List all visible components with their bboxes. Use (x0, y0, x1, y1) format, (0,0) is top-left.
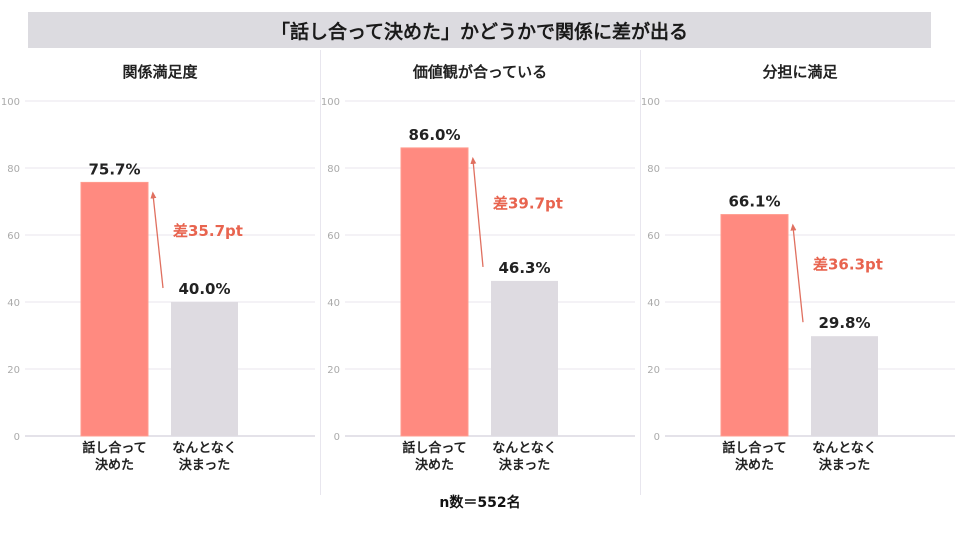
bar-undecided (491, 280, 558, 436)
chart-title: 価値観が合っている (412, 63, 547, 81)
y-tick-label: 80 (647, 164, 660, 175)
y-tick-label: 60 (327, 231, 340, 242)
y-tick-label: 100 (641, 97, 660, 108)
bar-decided (720, 214, 789, 437)
x-tick-label: なんとなく (492, 441, 557, 456)
bar-undecided (811, 336, 878, 436)
x-tick-label: 決めた (95, 457, 134, 473)
chart-panel-2: 価値観が合っている 0 20 40 60 80 100 86.0% 話し合って決めた 46.3% な… (321, 63, 635, 473)
panel-divider-2 (640, 50, 641, 495)
difference-arrow (150, 191, 164, 289)
panel-divider-1 (320, 50, 321, 495)
chart-panel-1: 関係満足度 0 20 40 60 80 100 75.7% 話し合って決めた 40.0% なんとなく… (1, 63, 315, 473)
y-tick-label: 60 (647, 231, 660, 242)
chart-title: 分担に満足 (762, 63, 838, 81)
y-tick-label: 20 (327, 365, 340, 376)
difference-label: 差35.7pt (173, 222, 243, 240)
x-tick-label: 決まった (499, 457, 550, 473)
x-tick-label: 決めた (735, 457, 774, 473)
y-tick-label: 40 (647, 298, 660, 309)
bar-undecided (171, 302, 238, 436)
y-tick-label: 0 (14, 432, 20, 443)
x-tick-label: 決まった (819, 457, 870, 473)
y-tick-label: 20 (7, 365, 20, 376)
sample-size-note: n数＝552名 (439, 495, 521, 511)
data-label: 66.1% (728, 193, 780, 211)
y-tick-label: 80 (7, 164, 20, 175)
data-label: 86.0% (408, 126, 460, 144)
y-tick-label: 100 (321, 97, 340, 108)
bar-decided (400, 147, 469, 437)
bar-decided (80, 181, 149, 437)
y-tick-label: 60 (7, 231, 20, 242)
data-label: 29.8% (818, 314, 870, 332)
data-label: 46.3% (498, 259, 550, 277)
y-tick-label: 100 (1, 97, 20, 108)
y-tick-label: 40 (327, 298, 340, 309)
data-label: 40.0% (178, 280, 230, 298)
chart-title: 関係満足度 (122, 63, 198, 81)
y-tick-label: 0 (654, 432, 660, 443)
y-tick-label: 0 (334, 432, 340, 443)
data-label: 75.7% (88, 160, 140, 178)
difference-arrow (790, 223, 804, 323)
x-tick-label: 話し合って (402, 440, 466, 456)
difference-label: 差39.7pt (493, 194, 563, 212)
difference-arrow (470, 156, 484, 267)
difference-label: 差36.3pt (813, 255, 883, 273)
x-tick-label: 話し合って (722, 440, 786, 456)
x-tick-label: なんとなく (812, 441, 877, 456)
page-title: 「話し合って決めた」かどうかで関係に差が出る (28, 12, 931, 48)
chart-panel-3: 分担に満足 0 20 40 60 80 100 66.1% 話し合って決めた 29.8% なんとなく… (641, 63, 955, 473)
y-tick-label: 80 (327, 164, 340, 175)
x-tick-label: 話し合って (82, 440, 146, 456)
y-tick-label: 40 (7, 298, 20, 309)
y-tick-label: 20 (647, 365, 660, 376)
x-tick-label: 決まった (179, 457, 230, 473)
x-tick-label: 決めた (415, 457, 454, 473)
x-tick-label: なんとなく (172, 441, 237, 456)
